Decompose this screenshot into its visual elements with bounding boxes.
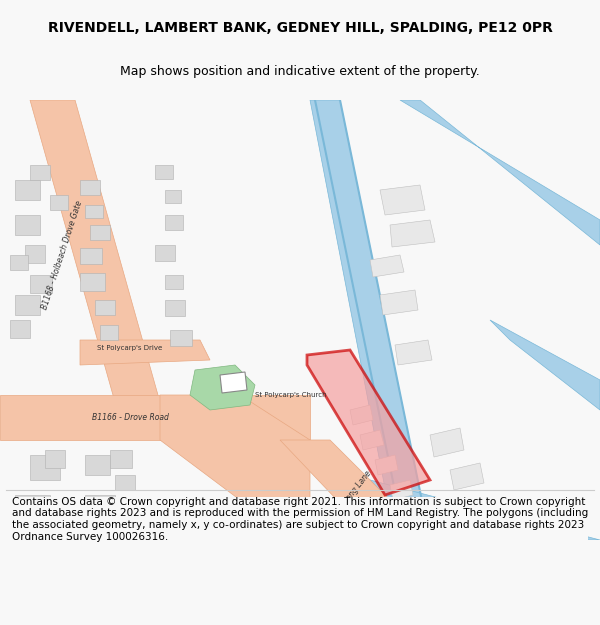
Polygon shape — [155, 165, 173, 179]
Polygon shape — [165, 300, 185, 316]
Polygon shape — [85, 495, 115, 520]
Polygon shape — [360, 430, 384, 450]
Polygon shape — [85, 205, 103, 218]
Polygon shape — [15, 495, 50, 525]
Text: Contains OS data © Crown copyright and database right 2021. This information is : Contains OS data © Crown copyright and d… — [12, 497, 588, 541]
Text: RIVENDELL, LAMBERT BANK, GEDNEY HILL, SPALDING, PE12 0PR: RIVENDELL, LAMBERT BANK, GEDNEY HILL, SP… — [47, 21, 553, 35]
Polygon shape — [15, 215, 40, 235]
Polygon shape — [30, 275, 52, 293]
Polygon shape — [155, 245, 175, 261]
Polygon shape — [80, 340, 210, 365]
Polygon shape — [380, 185, 425, 215]
Text: B1168 - Holbeach Drove Gate: B1168 - Holbeach Drove Gate — [40, 199, 84, 311]
Polygon shape — [370, 255, 404, 277]
Polygon shape — [100, 325, 118, 340]
Polygon shape — [80, 248, 102, 264]
Text: B1166 - Drove Road: B1166 - Drove Road — [92, 412, 169, 421]
Polygon shape — [165, 190, 181, 203]
Polygon shape — [450, 463, 484, 490]
Polygon shape — [15, 180, 40, 200]
Polygon shape — [90, 225, 110, 240]
Polygon shape — [490, 320, 600, 410]
Polygon shape — [190, 365, 255, 410]
Polygon shape — [280, 440, 430, 540]
Polygon shape — [10, 320, 30, 338]
Polygon shape — [30, 165, 50, 180]
Polygon shape — [25, 245, 45, 263]
Polygon shape — [95, 300, 115, 315]
Polygon shape — [390, 220, 435, 247]
Polygon shape — [390, 480, 413, 500]
Polygon shape — [50, 195, 68, 210]
Polygon shape — [45, 450, 65, 468]
Polygon shape — [80, 273, 105, 291]
Polygon shape — [170, 330, 192, 346]
Polygon shape — [30, 100, 165, 420]
Polygon shape — [330, 480, 600, 540]
Text: St Polycarp's Church: St Polycarp's Church — [255, 392, 326, 398]
Text: B1166 - Long Lane: B1166 - Long Lane — [322, 469, 374, 531]
Polygon shape — [430, 428, 464, 457]
Polygon shape — [310, 100, 430, 540]
Polygon shape — [400, 100, 600, 245]
Polygon shape — [350, 405, 373, 425]
Polygon shape — [220, 372, 247, 393]
Polygon shape — [165, 275, 183, 289]
Polygon shape — [165, 215, 183, 230]
Polygon shape — [375, 455, 398, 475]
Polygon shape — [15, 295, 40, 315]
Polygon shape — [405, 505, 428, 525]
Polygon shape — [10, 255, 28, 270]
Polygon shape — [307, 350, 430, 495]
Polygon shape — [30, 455, 60, 480]
Polygon shape — [160, 395, 310, 500]
Polygon shape — [110, 450, 132, 468]
Polygon shape — [0, 395, 310, 440]
Polygon shape — [85, 455, 110, 475]
Polygon shape — [380, 290, 418, 315]
Text: Map shows position and indicative extent of the property.: Map shows position and indicative extent… — [120, 66, 480, 79]
Text: St Polycarp's Drive: St Polycarp's Drive — [97, 345, 163, 351]
Polygon shape — [80, 180, 100, 195]
Polygon shape — [395, 340, 432, 365]
Polygon shape — [115, 475, 135, 490]
